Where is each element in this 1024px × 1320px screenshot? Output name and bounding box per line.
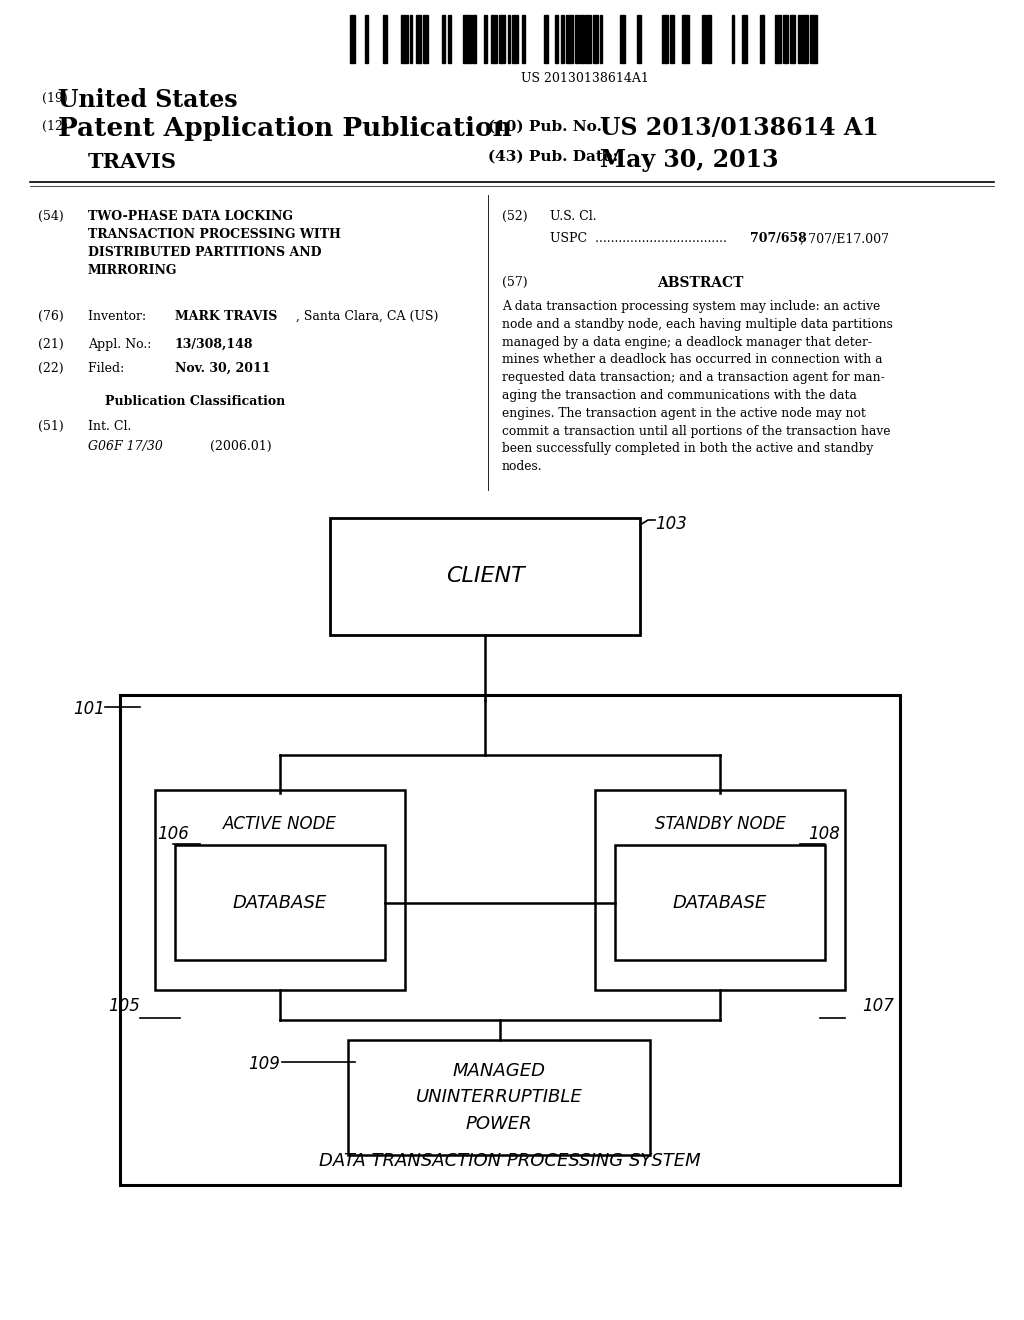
Text: (43) Pub. Date:: (43) Pub. Date: (488, 150, 618, 164)
Text: G06F 17/30: G06F 17/30 (88, 440, 163, 453)
Text: 107: 107 (862, 997, 894, 1015)
Bar (521, 15, 525, 63)
Bar (702, 15, 706, 63)
Text: (2006.01): (2006.01) (210, 440, 271, 453)
Text: A data transaction processing system may include: an active
node and a standby n: A data transaction processing system may… (502, 300, 893, 473)
Bar (586, 15, 592, 63)
Text: (19): (19) (42, 92, 68, 106)
Text: TRAVIS: TRAVIS (88, 152, 177, 172)
Bar (790, 15, 795, 63)
Text: DATABASE: DATABASE (673, 894, 767, 912)
Text: 101: 101 (73, 700, 105, 718)
Bar (620, 15, 626, 63)
Bar (580, 15, 584, 63)
Text: Filed:: Filed: (88, 362, 157, 375)
Bar (463, 15, 471, 63)
Bar (442, 15, 445, 63)
Bar (783, 15, 788, 63)
Text: 13/308,148: 13/308,148 (175, 338, 254, 351)
Bar (500, 15, 506, 63)
Text: US 2013/0138614 A1: US 2013/0138614 A1 (600, 116, 879, 140)
Text: DATABASE: DATABASE (232, 894, 327, 912)
Bar (555, 15, 558, 63)
Bar (400, 15, 409, 63)
Text: DATA TRANSACTION PROCESSING SYSTEM: DATA TRANSACTION PROCESSING SYSTEM (319, 1152, 700, 1170)
Text: 106: 106 (157, 825, 188, 843)
Bar (798, 15, 801, 63)
Bar (575, 15, 579, 63)
Bar (615, 845, 825, 960)
Text: (54): (54) (38, 210, 63, 223)
Bar (662, 15, 668, 63)
Bar (410, 15, 413, 63)
Text: United States: United States (58, 88, 238, 112)
Bar (637, 15, 641, 63)
Text: TWO-PHASE DATA LOCKING
TRANSACTION PROCESSING WITH
DISTRIBUTED PARTITIONS AND
MI: TWO-PHASE DATA LOCKING TRANSACTION PROCE… (88, 210, 341, 277)
Text: (76): (76) (38, 310, 63, 323)
Text: 108: 108 (808, 825, 840, 843)
Text: MANAGED
UNINTERRUPTIBLE
POWER: MANAGED UNINTERRUPTIBLE POWER (416, 1063, 583, 1133)
Bar (682, 15, 689, 63)
Text: ABSTRACT: ABSTRACT (656, 276, 743, 290)
Text: 707/658: 707/658 (750, 232, 807, 246)
Text: CLIENT: CLIENT (445, 566, 524, 586)
Text: ; 707/E17.007: ; 707/E17.007 (800, 232, 889, 246)
Bar (775, 15, 780, 63)
Bar (595, 789, 845, 990)
Bar (802, 15, 808, 63)
Bar (508, 15, 510, 63)
Bar (449, 15, 452, 63)
Bar (670, 15, 674, 63)
Bar (484, 15, 486, 63)
Bar (348, 1040, 650, 1155)
Text: , Santa Clara, CA (US): , Santa Clara, CA (US) (296, 310, 438, 323)
Bar (561, 15, 564, 63)
Text: Inventor:: Inventor: (88, 310, 158, 323)
Text: (10) Pub. No.:: (10) Pub. No.: (488, 120, 607, 135)
Text: (57): (57) (502, 276, 527, 289)
Bar (175, 845, 385, 960)
Text: STANDBY NODE: STANDBY NODE (654, 814, 785, 833)
Text: Nov. 30, 2011: Nov. 30, 2011 (175, 362, 270, 375)
Bar (330, 517, 640, 635)
Text: (22): (22) (38, 362, 63, 375)
Bar (416, 15, 421, 63)
Text: Int. Cl.: Int. Cl. (88, 420, 131, 433)
Text: Patent Application Publication: Patent Application Publication (58, 116, 512, 141)
Bar (566, 15, 573, 63)
Bar (120, 696, 900, 1185)
Bar (350, 15, 354, 63)
Text: ACTIVE NODE: ACTIVE NODE (223, 814, 337, 833)
Bar (366, 15, 368, 63)
Bar (810, 15, 817, 63)
Text: (21): (21) (38, 338, 63, 351)
Text: U.S. Cl.: U.S. Cl. (550, 210, 597, 223)
Bar (741, 15, 746, 63)
Text: (51): (51) (38, 420, 63, 433)
Text: 103: 103 (655, 515, 687, 533)
Text: USPC  ..................................: USPC .................................. (550, 232, 727, 246)
Bar (383, 15, 387, 63)
Bar (512, 15, 518, 63)
Text: May 30, 2013: May 30, 2013 (600, 148, 778, 172)
Bar (155, 789, 406, 990)
Bar (708, 15, 712, 63)
Bar (490, 15, 498, 63)
Bar (760, 15, 764, 63)
Text: Appl. No.:: Appl. No.: (88, 338, 160, 351)
Bar (732, 15, 734, 63)
Bar (593, 15, 598, 63)
Text: MARK TRAVIS: MARK TRAVIS (175, 310, 278, 323)
Text: (12): (12) (42, 120, 68, 133)
Bar (544, 15, 548, 63)
Text: 105: 105 (109, 997, 140, 1015)
Bar (472, 15, 476, 63)
Bar (600, 15, 602, 63)
Text: Publication Classification: Publication Classification (104, 395, 285, 408)
Text: US 20130138614A1: US 20130138614A1 (521, 73, 649, 84)
Text: (52): (52) (502, 210, 527, 223)
Bar (423, 15, 428, 63)
Text: 109: 109 (248, 1055, 280, 1073)
